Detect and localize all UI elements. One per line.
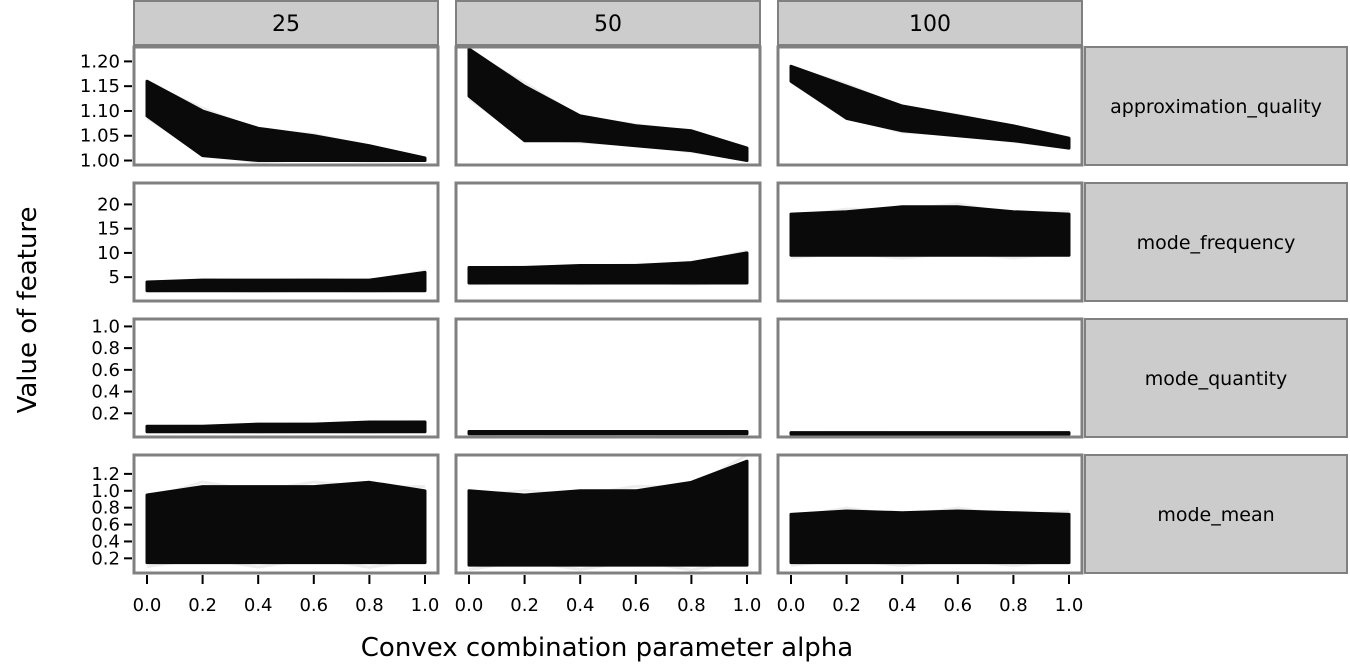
y-tick-label: 0.4 (91, 382, 120, 403)
y-tick-label: 0.8 (91, 498, 120, 519)
panel-frame (776, 181, 1084, 303)
row-strip-mode_frequency (1084, 182, 1348, 302)
y-tick-label: 1.05 (80, 126, 120, 147)
panel-mode_mean-100 (776, 453, 1084, 575)
y-tick-label: 0.4 (91, 531, 120, 552)
panel-background (134, 319, 438, 437)
row-strip-label: mode_quantity (1145, 368, 1288, 390)
row-strip-mode_mean (1084, 454, 1348, 574)
row-strip-approximation_quality (1084, 46, 1348, 166)
panel-mode_mean-50 (454, 453, 762, 575)
series-band (145, 420, 427, 434)
series-band (467, 430, 749, 436)
panel-frame (776, 45, 1084, 167)
series-band (467, 459, 749, 567)
y-tick-label: 0.2 (91, 548, 120, 569)
panel-frame (454, 181, 762, 303)
series-band (789, 509, 1071, 565)
x-tick-label: 0.6 (943, 595, 972, 616)
x-tick-label: 0.8 (355, 595, 384, 616)
panel-mode_mean-25 (132, 453, 440, 575)
panel-approximation_quality-50 (454, 45, 762, 167)
x-tick-label: 1.0 (411, 595, 440, 616)
x-tick-label: 0.4 (566, 595, 595, 616)
panel-mode_frequency-100 (776, 181, 1084, 303)
series-band (145, 79, 427, 162)
panels-layer (132, 45, 1084, 575)
column-strip-100 (777, 0, 1083, 46)
x-tick-label: 1.0 (1055, 595, 1084, 616)
panel-frame (454, 45, 762, 167)
x-tick-label: 1.0 (733, 595, 762, 616)
x-tick-label: 0.2 (510, 595, 539, 616)
x-tick-label: 0.6 (621, 595, 650, 616)
y-tick-label: 5 (109, 267, 120, 288)
panel-mode_quantity-25 (132, 317, 440, 439)
y-tick-label: 0.6 (91, 360, 120, 381)
panel-background (778, 319, 1082, 437)
panel-background (778, 47, 1082, 165)
column-strip-label: 50 (594, 12, 622, 37)
x-tick-label: 0.0 (133, 595, 162, 616)
row-strip-label: mode_frequency (1137, 232, 1296, 254)
panel-frame (776, 453, 1084, 575)
series-band (789, 431, 1071, 436)
x-tick-label: 0.4 (244, 595, 273, 616)
panel-frame (454, 317, 762, 439)
panel-mode_quantity-100 (776, 317, 1084, 439)
panel-mode_frequency-50 (454, 181, 762, 303)
strips-layer: 25 50 100 approximation_quality mode_frequen… (133, 0, 1348, 574)
y-tick-label: 1.00 (80, 151, 120, 172)
series-band (145, 480, 427, 565)
y-tick-label: 1.15 (80, 76, 120, 97)
series-band (467, 251, 749, 285)
x-axis-title: Convex combination parameter alpha (361, 633, 853, 663)
column-strip-label: 100 (909, 12, 951, 37)
panel-frame (776, 317, 1084, 439)
series-band (789, 205, 1071, 257)
x-tick-label: 0.2 (188, 595, 217, 616)
x-tick-label: 0.8 (677, 595, 706, 616)
series-band (789, 64, 1071, 150)
y-tick-label: 0.8 (91, 338, 120, 359)
y-tick-label: 15 (97, 219, 120, 240)
y-tick-label: 1.0 (91, 316, 120, 337)
panel-background (456, 319, 760, 437)
axes-layer: 1.001.051.101.151.2051015200.20.40.60.81… (80, 51, 1083, 616)
x-tick-label: 0.0 (455, 595, 484, 616)
panel-approximation_quality-100 (776, 45, 1084, 167)
x-tick-label: 0.4 (888, 595, 917, 616)
panel-frame (132, 45, 440, 167)
series-band (467, 47, 749, 162)
panel-frame (132, 181, 440, 303)
y-tick-label: 1.2 (91, 464, 120, 485)
series-band (145, 270, 427, 293)
column-strip-label: 25 (272, 12, 300, 37)
y-tick-label: 0.6 (91, 515, 120, 536)
x-tick-label: 0.0 (777, 595, 806, 616)
y-tick-label: 1.10 (80, 101, 120, 122)
panel-frame (132, 317, 440, 439)
column-strip-50 (455, 0, 761, 46)
y-tick-label: 10 (97, 243, 120, 264)
y-tick-label: 1.20 (80, 51, 120, 72)
y-tick-label: 1.0 (91, 481, 120, 502)
x-tick-label: 0.2 (832, 595, 861, 616)
y-axis-title: Value of feature (13, 207, 43, 414)
row-strip-label: mode_mean (1157, 504, 1274, 526)
panel-frame (454, 453, 762, 575)
panel-approximation_quality-25 (132, 45, 440, 167)
row-strip-label: approximation_quality (1110, 96, 1322, 118)
panel-mode_quantity-50 (454, 317, 762, 439)
x-tick-label: 0.8 (999, 595, 1028, 616)
x-tick-label: 0.6 (299, 595, 328, 616)
y-tick-label: 20 (97, 194, 120, 215)
row-strip-mode_quantity (1084, 318, 1348, 438)
column-strip-25 (133, 0, 439, 46)
y-tick-label: 0.2 (91, 403, 120, 424)
panel-frame (132, 453, 440, 575)
panel-mode_frequency-25 (132, 181, 440, 303)
